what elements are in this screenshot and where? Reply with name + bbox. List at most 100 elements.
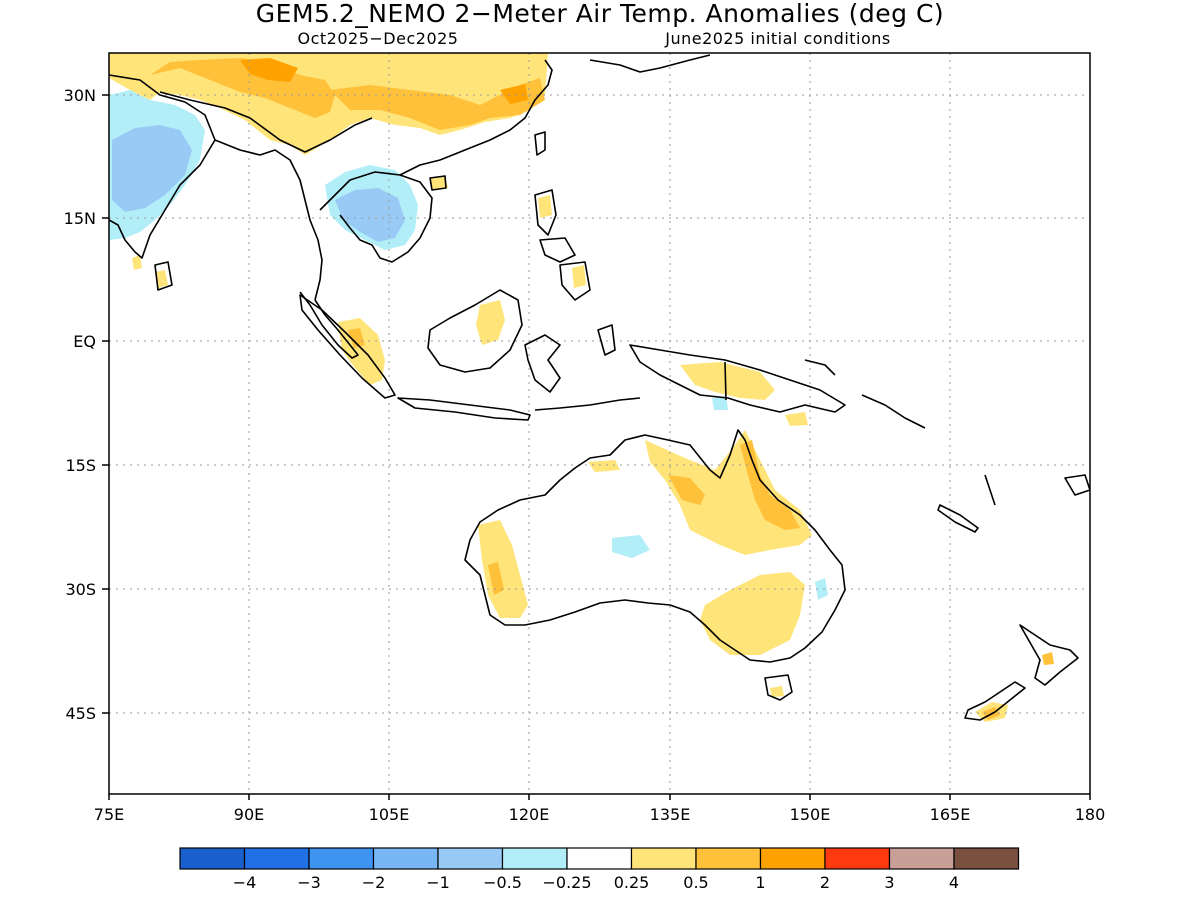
anomaly-nt-orange: [668, 475, 705, 505]
colorbar-label: −0.25: [542, 873, 591, 892]
colorbar-swatch: [630, 847, 697, 870]
coast-taiwan: [534, 131, 546, 156]
colorbar-label: 2: [820, 873, 830, 892]
anomaly-n-australia-warm: [645, 430, 812, 555]
season-label: Oct2025−Dec2025: [298, 29, 459, 48]
initial-conditions-label: June2025 initial conditions: [664, 29, 891, 48]
anomaly-wa-coast-warm: [478, 520, 528, 618]
lat-label: 15S: [65, 456, 96, 475]
coast-hainan: [429, 175, 447, 191]
colorbar-label: −1: [426, 873, 450, 892]
colorbar-swatch: [888, 847, 955, 870]
coast-australia: [464, 429, 846, 663]
colorbar: −4 −3 −2 −1 −0.5 −0.25 0.25 0.5 1 2 3 4: [179, 847, 1020, 892]
lon-label: 105E: [369, 805, 410, 824]
coast-new-britain: [804, 359, 836, 376]
coast-fiji: [1064, 474, 1090, 496]
colorbar-swatch: [953, 847, 1020, 870]
lat-label: 15N: [64, 209, 96, 228]
colorbar-swatch: [308, 847, 375, 870]
map-frame: [108, 52, 1091, 795]
lon-label: 165E: [930, 805, 971, 824]
colorbar-label: 4: [949, 873, 959, 892]
anomaly-india-cool-mid: [112, 125, 192, 212]
anomaly-wa-coast-orange: [488, 562, 504, 595]
colorbar-label: −3: [297, 873, 321, 892]
coast-borneo: [427, 289, 523, 373]
coast-vanuatu: [984, 474, 996, 506]
coast-asia-mainland: [109, 74, 216, 259]
colorbar-swatch: [566, 847, 633, 870]
anomaly-hainan: [430, 175, 448, 190]
colorbar-label: −0.5: [483, 873, 522, 892]
coast-lesser-sunda: [534, 397, 641, 411]
anomaly-kimberley-warm: [588, 460, 620, 472]
colorbar-label: 1: [755, 873, 765, 892]
coast-indochina: [319, 171, 433, 263]
colorbar-swatch: [372, 847, 439, 870]
coast-sumatra: [299, 294, 396, 399]
anomaly-china-orange: [330, 78, 545, 130]
colorbar-label: −4: [233, 873, 257, 892]
coast-new-caledonia: [937, 504, 979, 533]
anomaly-newguinea-east: [785, 412, 808, 426]
coast-visayas: [539, 237, 576, 263]
axis-ticks: [102, 94, 1091, 800]
coast-tasmania: [764, 674, 793, 701]
colorbar-swatch: [179, 847, 246, 870]
anomaly-india-tip: [132, 255, 142, 270]
colorbar-label: 0.25: [614, 873, 650, 892]
lat-label: 30N: [64, 86, 96, 105]
coast-china-south: [399, 59, 553, 176]
graticule: [109, 53, 1090, 794]
lat-label: 45S: [65, 704, 96, 723]
anomaly-qld-orange: [740, 440, 800, 530]
colorbar-label: 3: [884, 873, 894, 892]
anomaly-sumatra-orange: [348, 328, 365, 348]
anomaly-central-cool: [612, 535, 650, 558]
anomaly-nsw-cool: [815, 578, 828, 600]
lon-label: 135E: [650, 805, 691, 824]
colorbar-label: −2: [362, 873, 386, 892]
coast-new-guinea: [629, 344, 846, 413]
colorbar-swatch: [824, 847, 891, 870]
map-panel: [109, 53, 1090, 794]
lon-label: 90E: [234, 805, 264, 824]
lon-label: 150E: [790, 805, 831, 824]
anomaly-tasmania: [770, 686, 784, 697]
anomaly-srilanka: [155, 270, 168, 288]
anomaly-china-strong: [500, 84, 528, 104]
coast-png-border: [724, 361, 727, 401]
coast-nz-north: [1019, 624, 1079, 686]
coast-java: [397, 397, 531, 421]
anomaly-mindanao-warm: [572, 265, 586, 288]
map-title: GEM5.2_NEMO 2−Meter Air Temp. Anomalies …: [256, 0, 944, 28]
colorbar-swatch: [437, 847, 504, 870]
lat-label: 30S: [65, 580, 96, 599]
colorbar-swatch: [243, 847, 310, 870]
anomaly-nz-north: [1042, 652, 1054, 665]
colorbar-swatch: [695, 847, 762, 870]
coast-nz-south: [964, 681, 1026, 721]
anomaly-borneo-warm: [476, 300, 505, 345]
anomaly-se-australia-warm: [700, 572, 805, 655]
lon-label: 75E: [94, 805, 124, 824]
colorbar-label: 0.5: [683, 873, 708, 892]
anomaly-philippines-warm: [538, 195, 552, 218]
lon-label: 120E: [509, 805, 550, 824]
colorbar-swatch: [501, 847, 568, 870]
coast-luzon: [534, 189, 557, 236]
anomaly-tibet-strong: [240, 58, 298, 82]
coast-moluccas: [597, 324, 616, 356]
coast-srilanka: [154, 261, 173, 291]
coast-bay-of-bengal: [214, 139, 323, 301]
longitude-labels: 75E 90E 105E 120E 135E 150E 165E 180: [94, 805, 1106, 824]
coast-malay-peninsula: [299, 291, 359, 359]
coast-sulawesi: [524, 334, 561, 393]
colorbar-swatch: [759, 847, 826, 870]
anomaly-indochina-cool-mid: [335, 188, 405, 242]
latitude-labels: 30N 15N EQ 15S 30S 45S: [64, 86, 96, 723]
coast-solomons: [861, 394, 926, 429]
coastlines: [109, 54, 1090, 721]
